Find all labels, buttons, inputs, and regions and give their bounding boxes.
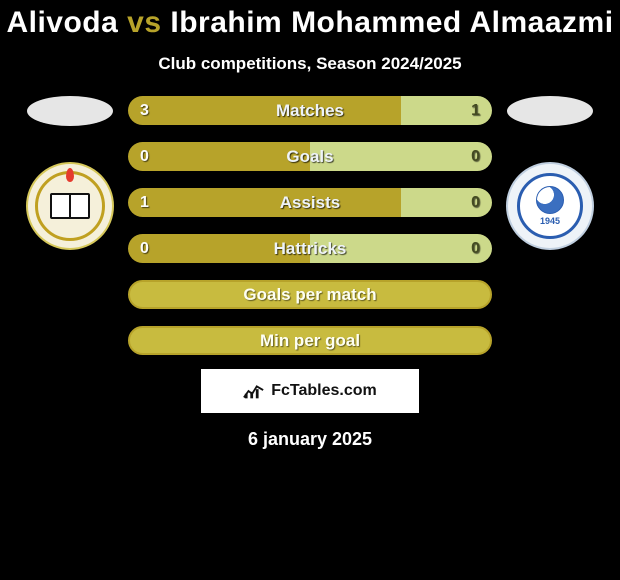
stat-bar-hattricks: 00Hattricks [128,234,492,263]
stat-bar-min-per-goal: Min per goal [128,326,492,355]
right-club-logo: 1945 [506,162,594,250]
right-club-year: 1945 [540,216,560,226]
right-player-col: 1945 [502,96,598,250]
chart-icon [243,382,265,400]
brand-box: FcTables.com [201,369,419,413]
ball-icon [536,186,564,214]
comparison-card: Alivoda vs Ibrahim Mohammed Almaazmi Clu… [0,0,620,580]
stat-right-value: 0 [401,188,492,217]
stat-bar-assists: 10Assists [128,188,492,217]
subtitle: Club competitions, Season 2024/2025 [0,54,620,74]
brand-text: FcTables.com [271,382,377,400]
stat-bars: 31Matches 00Goals 10Assists 00Hattricks Goal… [128,96,492,355]
left-player-col [22,96,118,250]
stat-left-value: 0 [128,142,310,171]
stat-right-value: 0 [310,142,492,171]
left-nationality-flag [27,96,113,126]
title-vs: vs [127,6,161,39]
main-row: 31Matches 00Goals 10Assists 00Hattricks Goal… [0,96,620,355]
left-club-logo [26,162,114,250]
stat-right-value: 1 [401,96,492,125]
right-nationality-flag [507,96,593,126]
title-player-right: Ibrahim Mohammed Almaazmi [170,6,613,39]
stat-left-value: 0 [128,234,310,263]
generation-date: 6 january 2025 [0,429,620,450]
stat-right-value: 0 [310,234,492,263]
title-player-left: Alivoda [6,6,118,39]
stat-bar-goals-per-match: Goals per match [128,280,492,309]
flame-icon [66,168,74,182]
stat-left-value: 1 [128,188,401,217]
stat-bar-goals: 00Goals [128,142,492,171]
right-club-logo-inner: 1945 [517,173,583,239]
left-club-logo-inner [35,171,105,241]
title: Alivoda vs Ibrahim Mohammed Almaazmi [0,0,620,40]
stat-left-value: 3 [128,96,401,125]
stat-bar-matches: 31Matches [128,96,492,125]
book-icon [50,193,90,219]
